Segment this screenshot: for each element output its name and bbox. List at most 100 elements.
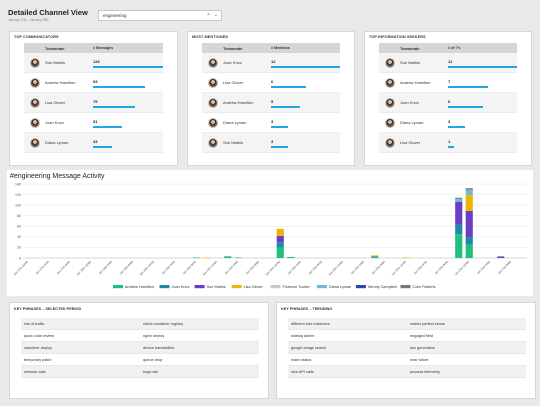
table-row[interactable]: Lisa Glover 1: [379, 133, 517, 153]
legend-label: Wendy Campbell: [368, 285, 397, 289]
table-row[interactable]: Sue Mathis 126: [24, 53, 163, 73]
count-value: 3: [271, 137, 340, 149]
phrase: caontiner deploy: [24, 345, 52, 350]
phrase: check container registry: [143, 321, 184, 326]
teammate-name: Joan Knox: [45, 120, 64, 125]
table-row[interactable]: Andrew Hamilton 7: [379, 73, 517, 93]
y-tick-label: 20: [17, 246, 21, 250]
phrase: different size instances: [291, 321, 330, 326]
count-bar: [448, 106, 483, 108]
phrase: quick code review: [24, 333, 55, 338]
clear-icon[interactable]: ×: [207, 12, 210, 18]
y-tick-label: 100: [15, 203, 21, 207]
bar-segment: [465, 210, 473, 238]
avatar: [207, 57, 218, 68]
x-tick-label: Jan 21st 8AM: [497, 259, 513, 275]
table-row[interactable]: Andrew Hamilton 5: [202, 93, 340, 113]
teammate-name: Diana Lyman: [45, 140, 69, 145]
table-header: Teammate # Messages: [24, 43, 163, 53]
count-bar: [93, 106, 135, 108]
x-tick-label: Jan 18th 4AM: [98, 259, 114, 275]
table-row[interactable]: Joan Knox 12: [202, 53, 340, 73]
table-row[interactable]: Andrew Hamilton 93: [24, 73, 163, 93]
count-bar: [271, 66, 340, 68]
legend-swatch: [355, 285, 366, 289]
count-value: 51: [93, 117, 163, 129]
bar-segment: [455, 201, 463, 225]
bar-segment: [455, 234, 463, 258]
table-header: Teammate # Mentions: [202, 43, 340, 53]
bar-segment: [455, 224, 463, 235]
teammate-name: Joan Knox: [400, 100, 419, 105]
avatar: [29, 57, 40, 68]
phrase: engaged field: [410, 333, 433, 338]
table-row[interactable]: Lisa Glover 6: [202, 73, 340, 93]
panel-title: KEY PHRASES – SELECTED PERIOD: [14, 307, 82, 311]
key-phrases-selected-panel: KEY PHRASES – SELECTED PERIOD lots of tr…: [9, 302, 269, 399]
x-tick-label: Jan 19th 4PM: [287, 259, 303, 275]
bar-segment: [371, 255, 379, 257]
bar-segment: [465, 244, 473, 258]
legend-label: Joan Knox: [172, 285, 190, 289]
teammate-name: Lisa Glover: [400, 140, 421, 145]
table-row[interactable]: Sue Mathis 3: [202, 133, 340, 153]
count-value: 6: [448, 97, 517, 109]
table-row[interactable]: Joan Knox 6: [379, 93, 517, 113]
teammate-name: Sue Mathis: [223, 140, 244, 145]
phrase: nginx deploy: [143, 333, 165, 338]
count-bar: [448, 146, 454, 148]
table-row[interactable]: Diana Lyman 3: [202, 113, 340, 133]
x-tick-label: Jan 17th 4PM: [35, 259, 51, 275]
message-activity-chart: 0 20 40 60 80 100 120 140 Jan 17th 12PM Jan 17th …: [12, 182, 527, 289]
chevron-down-icon[interactable]: ⌄: [213, 12, 218, 18]
bar-segment: [455, 198, 463, 202]
count-number: 3: [448, 118, 451, 124]
column-header-teammate: Teammate: [223, 45, 243, 51]
key-phrases-selected-table: lots of traffic check container registry q…: [21, 318, 259, 378]
date-range: January 17th – January 20th: [8, 18, 49, 22]
table-row[interactable]: Diana Lyman 3: [379, 113, 517, 133]
avatar: [384, 137, 395, 148]
count-value: 12: [448, 57, 517, 69]
legend-label: Andrew Hamilton: [125, 285, 154, 289]
most-mentioned-panel: MOST MENTIONED Teammate # Mentions Joan …: [187, 31, 355, 166]
page-header: Detailed Channel View January 17th – Jan…: [8, 8, 88, 22]
avatar-cell: [202, 137, 223, 148]
count-bar: [93, 86, 145, 88]
x-tick-label: Jan 18th 12PM: [138, 259, 155, 276]
avatar-cell: [24, 137, 45, 148]
avatar: [207, 117, 218, 128]
x-tick-label: Jan 21st 12AM: [453, 259, 470, 276]
bar-segment: [192, 257, 200, 259]
avatar-cell: [24, 77, 45, 88]
x-tick-label: Jan 20th 4AM: [350, 259, 366, 275]
channel-select[interactable]: engineering × ⌄: [98, 10, 222, 21]
column-header-teammate: Teammate: [400, 45, 420, 51]
key-phrases-trending-panel: KEY PHRASES – TRENDING different size in…: [276, 302, 536, 399]
count-number: 93: [93, 78, 98, 84]
count-bar: [271, 106, 300, 108]
phrase: doc generation: [410, 345, 436, 350]
count-value: 6: [271, 77, 340, 89]
table-row[interactable]: Diana Lyman 33: [24, 133, 163, 153]
count-number: 51: [93, 118, 98, 124]
count-value: 1: [448, 137, 517, 149]
table-row[interactable]: Joan Knox 51: [24, 113, 163, 133]
column-header-messages: # Messages: [93, 46, 114, 50]
bar-segment: [276, 247, 284, 258]
count-number: 126: [93, 58, 100, 64]
x-tick-label: Jan 20th 12PM: [390, 259, 407, 276]
table-row[interactable]: Sue Mathis 12: [379, 53, 517, 73]
legend-swatch: [194, 285, 205, 289]
column-header-teammate: Teammate: [45, 45, 65, 51]
count-number: 3: [271, 118, 274, 124]
count-bar: [448, 86, 489, 88]
table-row[interactable]: Lisa Glover 75: [24, 93, 163, 113]
x-tick-label: Jan 20th 8AM: [371, 259, 387, 275]
teammate-name: Lisa Glover: [223, 80, 244, 85]
phrase: device bandwidths: [143, 345, 175, 350]
bar-segment: [465, 237, 473, 245]
panel-title: TOP COMMUNICATORS: [14, 35, 59, 39]
legend-label: Lisa Glover: [244, 285, 264, 289]
bar-segment: [203, 257, 211, 259]
